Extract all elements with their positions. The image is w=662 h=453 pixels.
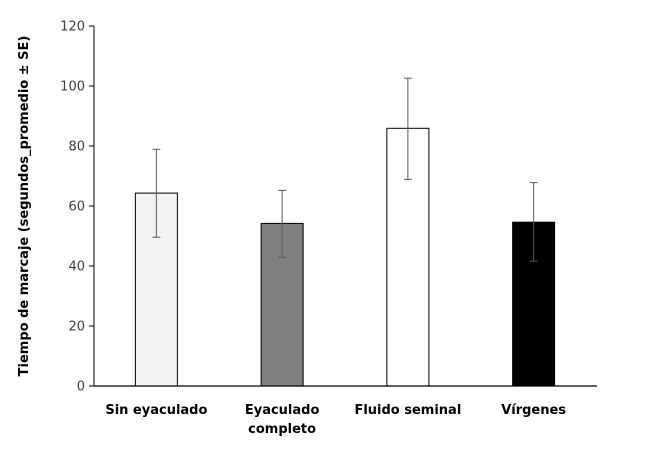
y-tick-label: 60 — [68, 200, 85, 215]
y-axis: 0 20 40 60 80 100 120 — [60, 20, 95, 395]
y-tick-label: 20 — [68, 320, 85, 335]
x-category-label: Eyaculado — [245, 403, 320, 418]
bar-group — [260, 189, 304, 387]
y-tick-label: 0 — [77, 380, 85, 395]
y-tick-label: 100 — [60, 80, 85, 95]
y-axis-title: Tiempo de marcaje (segundos_promedio ± S… — [17, 36, 32, 377]
bars — [134, 77, 556, 387]
y-tick-label: 80 — [68, 140, 85, 155]
y-tick-label: 120 — [60, 20, 85, 35]
x-category-label: Sin eyaculado — [105, 403, 207, 418]
y-tick-label: 40 — [68, 260, 85, 275]
x-category-label: completo — [248, 422, 316, 437]
x-axis: Sin eyaculado Eyaculado completo Fluido sem… — [94, 385, 597, 437]
bar-group — [512, 182, 556, 387]
bar-group — [134, 148, 178, 387]
x-category-label: Fluido seminal — [354, 403, 461, 418]
x-category-label: Vírgenes — [501, 403, 566, 418]
bar-group — [386, 77, 430, 387]
